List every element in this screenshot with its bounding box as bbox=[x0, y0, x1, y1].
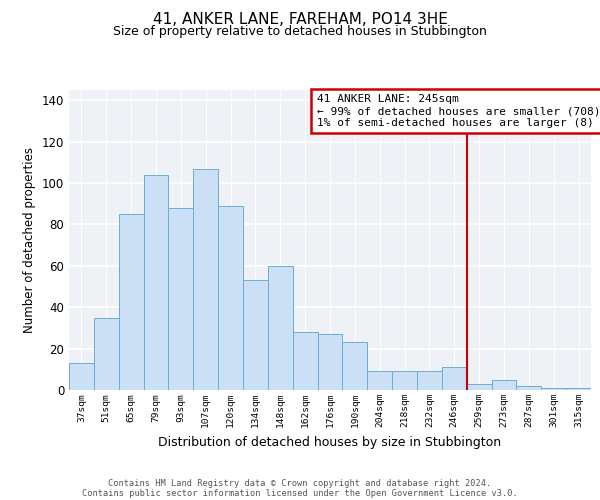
Bar bbox=[69, 363, 94, 390]
Bar bbox=[119, 214, 143, 390]
X-axis label: Distribution of detached houses by size in Stubbington: Distribution of detached houses by size … bbox=[158, 436, 502, 448]
Bar bbox=[169, 208, 193, 390]
Text: Contains public sector information licensed under the Open Government Licence v3: Contains public sector information licen… bbox=[82, 488, 518, 498]
Bar bbox=[317, 334, 343, 390]
Bar bbox=[566, 388, 591, 390]
Bar bbox=[343, 342, 367, 390]
Text: Size of property relative to detached houses in Stubbington: Size of property relative to detached ho… bbox=[113, 25, 487, 38]
Bar bbox=[293, 332, 317, 390]
Bar bbox=[517, 386, 541, 390]
Bar bbox=[268, 266, 293, 390]
Bar bbox=[541, 388, 566, 390]
Bar bbox=[442, 367, 467, 390]
Bar bbox=[491, 380, 517, 390]
Text: Contains HM Land Registry data © Crown copyright and database right 2024.: Contains HM Land Registry data © Crown c… bbox=[109, 478, 491, 488]
Bar bbox=[367, 372, 392, 390]
Text: 41 ANKER LANE: 245sqm
← 99% of detached houses are smaller (708)
1% of semi-deta: 41 ANKER LANE: 245sqm ← 99% of detached … bbox=[317, 94, 600, 128]
Y-axis label: Number of detached properties: Number of detached properties bbox=[23, 147, 36, 333]
Bar bbox=[193, 168, 218, 390]
Bar bbox=[143, 175, 169, 390]
Bar bbox=[467, 384, 491, 390]
Bar bbox=[94, 318, 119, 390]
Bar bbox=[392, 372, 417, 390]
Text: 41, ANKER LANE, FAREHAM, PO14 3HE: 41, ANKER LANE, FAREHAM, PO14 3HE bbox=[152, 12, 448, 28]
Bar bbox=[417, 372, 442, 390]
Bar bbox=[218, 206, 243, 390]
Bar bbox=[243, 280, 268, 390]
